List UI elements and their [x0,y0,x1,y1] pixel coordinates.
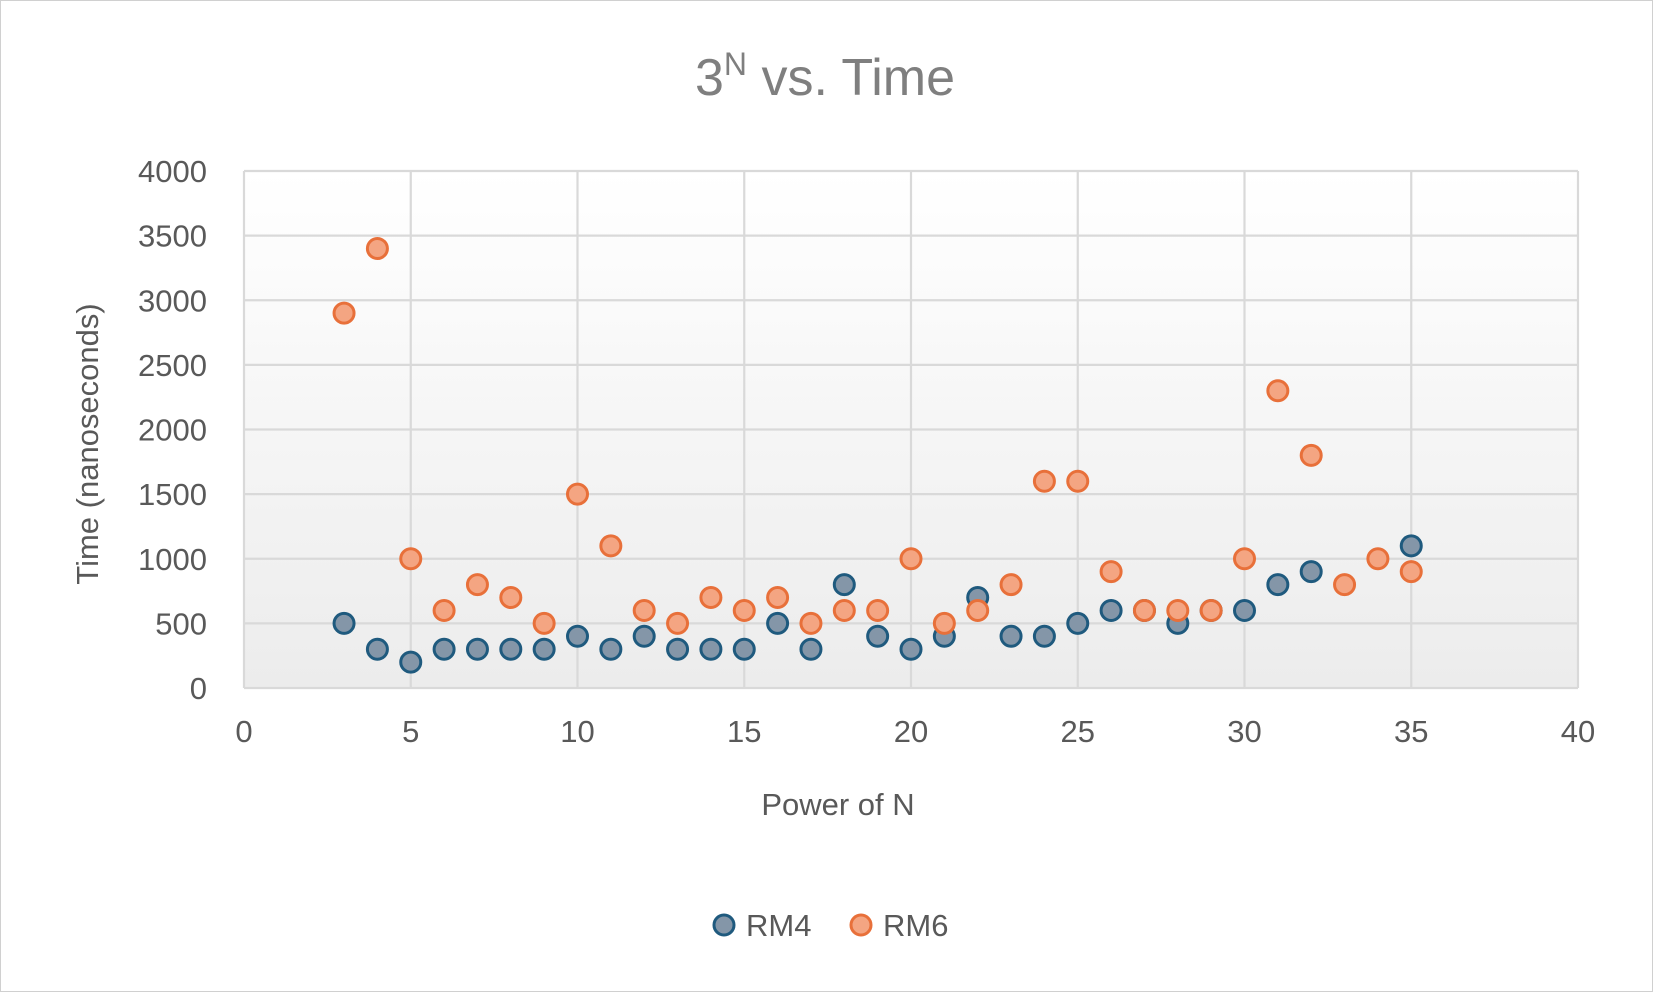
data-point-rm4 [1032,624,1056,648]
data-point-rm4 [399,650,423,674]
y-tick-label: 4000 [138,154,207,189]
data-point-rm4 [799,637,823,661]
data-point-rm6 [1166,598,1190,622]
y-axis-title: Time (nanoseconds) [70,303,105,584]
data-point-rm6 [1333,573,1357,597]
data-point-rm6 [832,598,856,622]
legend: RM4 RM6 [712,908,948,943]
data-point-rm6 [332,301,356,325]
series-rm4 [332,534,1423,674]
data-point-rm6 [532,611,556,635]
legend-label-rm4: RM4 [746,908,811,943]
x-axis-ticks: 0 5 10 15 20 25 30 35 40 [235,714,1595,749]
data-point-rm6 [732,598,756,622]
x-tick-label: 40 [1561,714,1595,749]
data-point-rm6 [1099,560,1123,584]
data-point-rm4 [1399,534,1423,558]
y-axis-ticks: 0 500 1000 1500 2000 2500 3000 3500 4000 [138,154,207,706]
data-point-rm6 [999,573,1023,597]
x-tick-label: 10 [560,714,594,749]
legend-label-rm6: RM6 [883,908,948,943]
data-point-rm4 [499,637,523,661]
data-point-rm6 [799,611,823,635]
data-point-rm4 [599,637,623,661]
y-tick-label: 1500 [138,477,207,512]
legend-marker-rm4 [712,913,736,937]
x-tick-label: 35 [1394,714,1428,749]
data-point-rm4 [866,624,890,648]
data-point-rm6 [699,586,723,610]
data-point-rm6 [432,598,456,622]
data-point-rm6 [1032,469,1056,493]
chart-title-suffix: vs. Time [747,49,955,107]
data-point-rm4 [365,637,389,661]
y-tick-label: 0 [190,671,207,706]
chart-title-superscript: N [724,46,747,82]
data-point-rm4 [1066,611,1090,635]
data-point-rm4 [732,637,756,661]
y-tick-label: 2000 [138,413,207,448]
data-point-rm4 [465,637,489,661]
y-tick-label: 500 [155,606,207,641]
y-tick-label: 3500 [138,219,207,254]
data-point-rm6 [566,482,589,506]
data-point-rm6 [899,547,923,571]
data-point-rm6 [1066,469,1090,493]
y-tick-label: 2500 [138,348,207,383]
data-point-rm6 [1266,379,1290,403]
data-point-rm6 [499,586,523,610]
data-point-rm6 [1366,547,1390,571]
data-point-rm4 [432,637,456,661]
data-point-rm6 [399,547,423,571]
data-point-rm6 [465,573,489,597]
y-tick-label: 3000 [138,283,207,318]
data-point-rm6 [1299,443,1323,467]
x-tick-label: 15 [727,714,761,749]
data-point-rm4 [532,637,556,661]
data-point-rm6 [1132,598,1156,622]
chart-title: 3N vs. Time [695,46,955,107]
data-point-rm4 [999,624,1023,648]
data-point-rm4 [1099,598,1123,622]
data-point-rm6 [599,534,623,558]
data-point-rm6 [866,598,890,622]
data-point-rm4 [1266,573,1290,597]
series-rm6 [332,237,1423,635]
data-point-rm6 [365,237,389,261]
x-tick-label: 25 [1061,714,1095,749]
data-point-rm4 [699,637,723,661]
data-point-rm6 [1199,598,1223,622]
data-point-rm4 [832,573,856,597]
x-tick-label: 30 [1227,714,1261,749]
x-axis-title: Power of N [761,787,914,822]
x-tick-label: 5 [402,714,419,749]
data-points [332,237,1423,674]
data-point-rm6 [666,611,690,635]
data-point-rm6 [766,586,790,610]
data-point-rm6 [966,598,990,622]
data-point-rm4 [1233,598,1256,622]
data-point-rm4 [766,611,790,635]
chart-title-base: 3 [695,49,724,107]
x-tick-label: 20 [894,714,928,749]
legend-marker-rm6 [849,913,873,937]
data-point-rm4 [1299,560,1323,584]
data-point-rm6 [1399,560,1423,584]
data-point-rm4 [899,637,923,661]
data-point-rm6 [932,611,956,635]
data-point-rm4 [632,624,656,648]
data-point-rm4 [566,624,589,648]
x-tick-label: 0 [235,714,252,749]
y-tick-label: 1000 [138,542,207,577]
data-point-rm6 [632,598,656,622]
data-point-rm4 [332,611,356,635]
data-point-rm4 [666,637,690,661]
data-point-rm6 [1233,547,1256,571]
